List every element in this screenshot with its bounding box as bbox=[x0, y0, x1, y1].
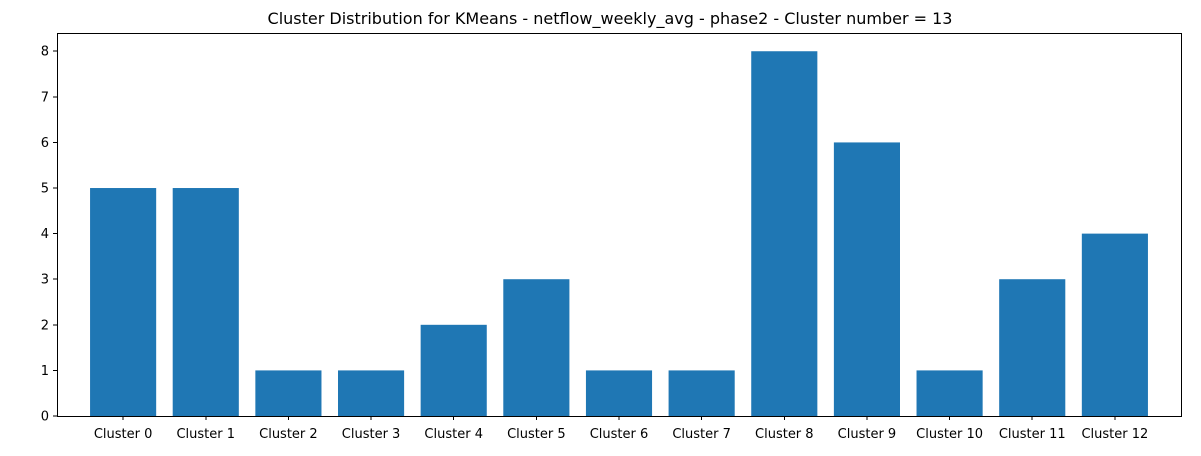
x-tick-label: Cluster 11 bbox=[999, 427, 1066, 442]
x-tick-label: Cluster 6 bbox=[590, 427, 649, 442]
y-tick-label: 2 bbox=[41, 318, 49, 333]
x-tick-label: Cluster 5 bbox=[507, 427, 566, 442]
x-tick-label: Cluster 3 bbox=[342, 427, 401, 442]
bar-cluster-5 bbox=[503, 279, 570, 416]
plot-frame bbox=[57, 33, 1182, 417]
x-tick-label: Cluster 1 bbox=[176, 427, 235, 442]
x-tick-label: Cluster 7 bbox=[672, 427, 731, 442]
bar-cluster-0 bbox=[90, 188, 157, 416]
x-tick-label: Cluster 9 bbox=[838, 427, 897, 442]
x-tick-label: Cluster 10 bbox=[916, 427, 983, 442]
y-tick-label: 8 bbox=[41, 45, 49, 60]
y-tick-label: 0 bbox=[41, 410, 49, 425]
x-tick-label: Cluster 12 bbox=[1081, 427, 1148, 442]
x-tick-label: Cluster 8 bbox=[755, 427, 814, 442]
bar-cluster-7 bbox=[668, 370, 735, 416]
bar-cluster-10 bbox=[916, 370, 983, 416]
bar-cluster-8 bbox=[751, 51, 818, 416]
y-tick-label: 4 bbox=[41, 227, 49, 242]
bar-cluster-2 bbox=[255, 370, 322, 416]
bar-cluster-6 bbox=[585, 370, 653, 416]
chart-title: Cluster Distribution for KMeans - netflo… bbox=[268, 9, 953, 29]
y-axis: 0 1 2 3 4 5 6 7 8 bbox=[41, 45, 57, 425]
x-axis: Cluster 0 Cluster 1 Cluster 2 Cluster 3 Clus… bbox=[94, 416, 1148, 442]
x-tick-label: Cluster 2 bbox=[259, 427, 318, 442]
bar-cluster-1 bbox=[172, 188, 239, 416]
x-tick-label: Cluster 4 bbox=[424, 427, 483, 442]
bar-cluster-9 bbox=[833, 142, 900, 416]
y-tick-label: 1 bbox=[41, 364, 49, 379]
y-tick-label: 7 bbox=[41, 90, 49, 105]
x-tick-label: Cluster 0 bbox=[94, 427, 153, 442]
bars-layer bbox=[90, 51, 1148, 416]
y-tick-label: 5 bbox=[41, 182, 49, 197]
y-tick-label: 6 bbox=[41, 136, 49, 151]
bar-cluster-4 bbox=[420, 324, 487, 416]
y-tick-label: 3 bbox=[41, 273, 49, 288]
bar-cluster-11 bbox=[999, 279, 1066, 416]
bar-cluster-12 bbox=[1081, 233, 1148, 416]
bar-cluster-3 bbox=[338, 370, 405, 416]
